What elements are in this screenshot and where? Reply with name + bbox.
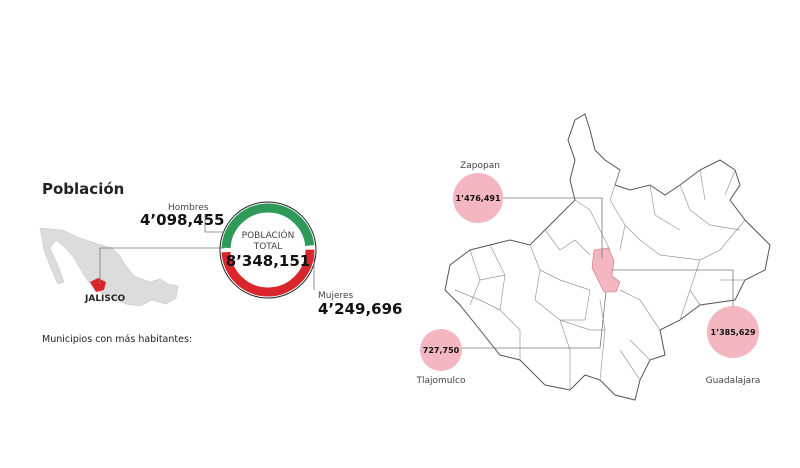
municipality-population: 727,750: [423, 346, 460, 355]
bubble: [707, 306, 759, 358]
municipalities-heading: Municipios con más habitantes:: [42, 334, 192, 345]
donut: [221, 203, 315, 297]
segment-name: Hombres: [168, 203, 209, 213]
connector: [462, 291, 607, 349]
segment-value: 4’249,696: [318, 300, 402, 318]
municipality-name: Zapopan: [460, 161, 500, 171]
jalisco-map: [444, 113, 771, 401]
donut-segment: [221, 249, 315, 297]
connector: [312, 253, 315, 290]
donut-total: 8’348,151: [226, 252, 310, 270]
municipality-population: 1’385,629: [710, 328, 755, 337]
municipality-population: 1’476,491: [455, 194, 500, 203]
segment-value: 4’098,455: [140, 211, 224, 229]
connector: [612, 269, 734, 306]
bubble: [453, 173, 503, 223]
connector: [204, 214, 224, 233]
bubble: [420, 329, 462, 371]
donut-outline: [219, 201, 317, 299]
municipality-name: Guadalajara: [706, 376, 761, 386]
donut-center-label: TOTAL: [253, 242, 283, 252]
mexico-map: [39, 227, 179, 307]
segment-name: Mujeres: [318, 291, 354, 301]
connector: [503, 197, 603, 258]
jalisco-label: JALISCO: [84, 294, 125, 304]
jalisco-highlight: [90, 278, 106, 292]
connector: [99, 247, 224, 284]
municipality-name: Tlajomulco: [416, 376, 466, 386]
section-title: Población: [42, 180, 124, 198]
donut-segment: [221, 203, 315, 249]
donut-center-label: POBLACIÓN: [242, 229, 295, 241]
